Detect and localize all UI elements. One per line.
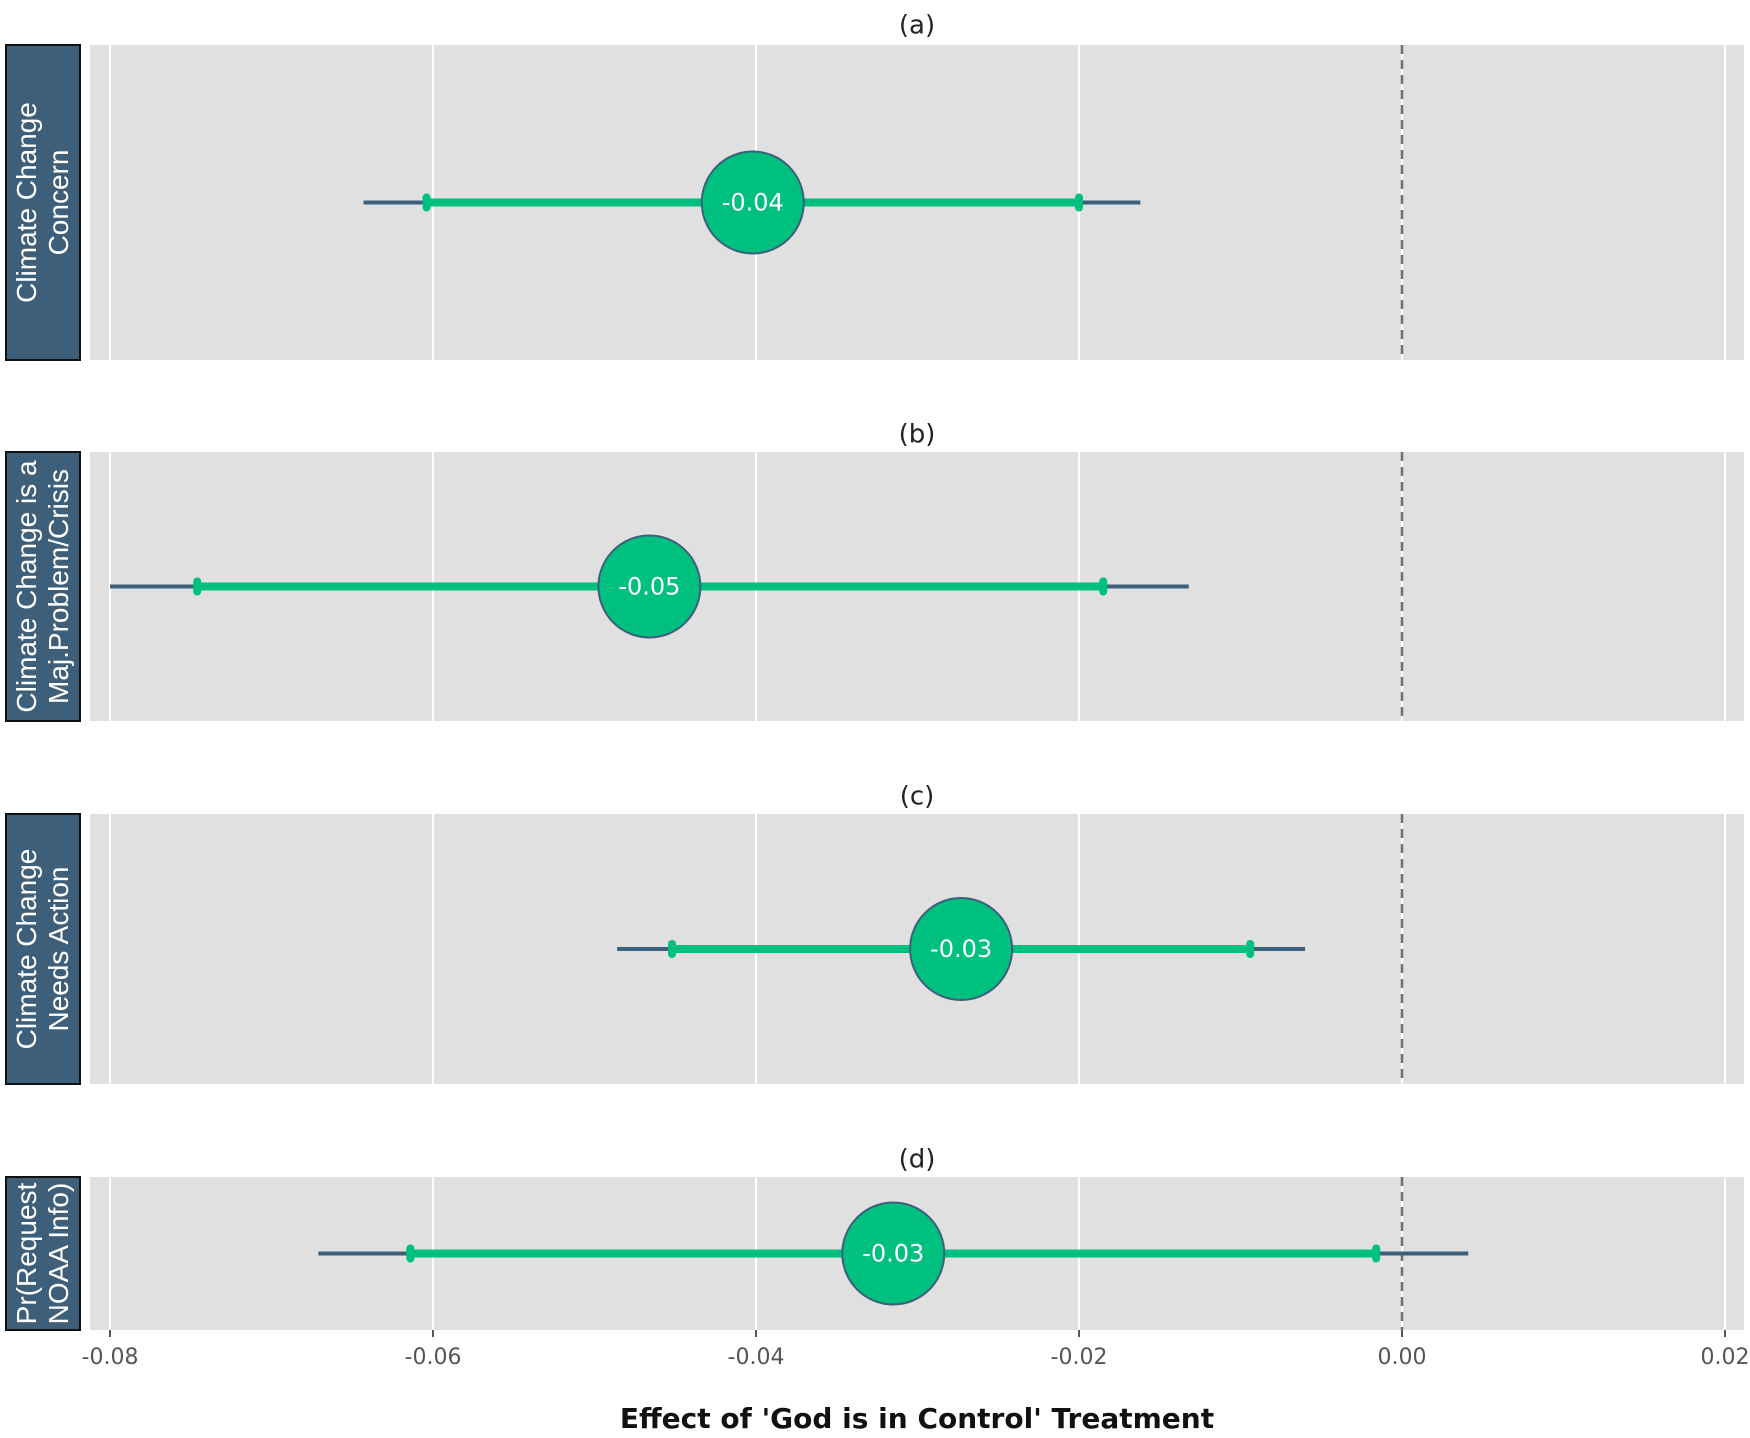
ci-endcap	[1075, 193, 1083, 212]
strip-label-line: Climate Change is a	[11, 460, 42, 713]
strip-label-line: Climate Change	[11, 102, 42, 303]
strip-label-line: Needs Action	[43, 867, 74, 1032]
ci-endcap	[1372, 1244, 1381, 1263]
panel-tag: (b)	[899, 420, 936, 450]
estimate-point	[700, 150, 805, 255]
strip-label-line: Climate Change	[11, 849, 42, 1050]
panel-tag: (a)	[899, 11, 935, 41]
estimate-label: -0.03	[930, 935, 992, 963]
strip-label-line: Concern	[43, 150, 74, 256]
strip-background	[5, 1176, 81, 1331]
ci-endcap	[406, 1244, 415, 1263]
x-tick-label: -0.02	[1051, 1345, 1108, 1370]
estimate-label: -0.04	[722, 189, 784, 217]
estimate-point	[841, 1201, 946, 1306]
x-tick-label: -0.08	[82, 1345, 139, 1370]
estimate-point	[909, 897, 1014, 1001]
strip-label: Climate ChangeNeeds Action	[11, 849, 74, 1050]
strip-label: Climate Change is aMaj.Problem/Crisis	[11, 460, 74, 713]
x-tick-label: 0.02	[1701, 1345, 1750, 1370]
panel-tag: (d)	[899, 1145, 936, 1175]
estimate-label: -0.03	[862, 1240, 924, 1268]
x-tick-label: 0.00	[1378, 1345, 1427, 1370]
strip-background	[5, 813, 81, 1085]
estimate-label: -0.05	[618, 573, 680, 601]
x-tick-label: -0.06	[405, 1345, 462, 1370]
strip-background	[5, 451, 81, 722]
x-axis-title: Effect of 'God is in Control' Treatment	[620, 1402, 1214, 1435]
panel-tag: (c)	[900, 782, 935, 812]
x-tick-label: -0.04	[728, 1345, 785, 1370]
strip-label-line: Pr(Request	[11, 1182, 42, 1324]
strip-label-line: Maj.Problem/Crisis	[43, 469, 74, 704]
estimate-point	[597, 534, 702, 639]
strip-label: Pr(RequestNOAA Info)	[11, 1182, 74, 1324]
ci-endcap	[422, 193, 431, 212]
ci-endcap	[1246, 940, 1255, 958]
strip-background	[5, 44, 81, 361]
strip-label: Climate ChangeConcern	[11, 102, 74, 303]
strip-label-line: NOAA Info)	[43, 1183, 74, 1325]
ci-endcap	[668, 940, 677, 958]
ci-endcap	[1099, 577, 1108, 596]
ci-endcap	[193, 577, 202, 596]
